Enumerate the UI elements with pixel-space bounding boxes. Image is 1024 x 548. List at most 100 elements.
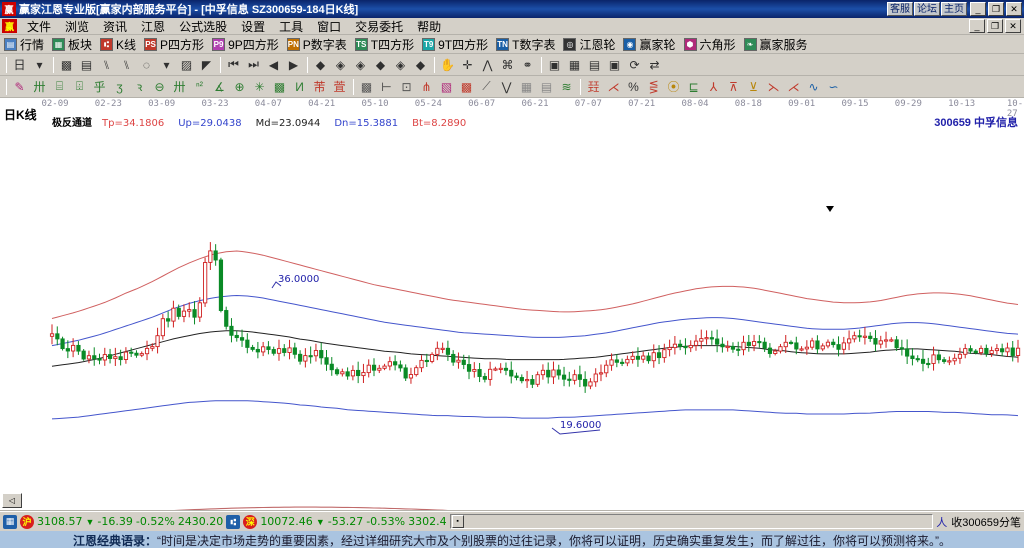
channel-tool-icon[interactable]: ⌸ (55, 79, 64, 93)
last-page-icon[interactable]: ⏭ (248, 57, 259, 71)
diamond-2-icon[interactable]: ◈ (335, 57, 346, 72)
toolbar-button-ps-square[interactable]: PS P四方形 (144, 36, 204, 53)
menu-item-formula-screen[interactable]: 公式选股 (179, 19, 228, 34)
table-icon[interactable]: ▤ (540, 79, 553, 94)
status-scrollbar-thumb[interactable]: ▪ (451, 515, 464, 528)
square-n2-icon[interactable]: ⁿ² (196, 81, 203, 92)
toolbar-button-gann-wheel[interactable]: ◎ 江恩轮 (563, 36, 615, 53)
zigzag-tool-icon[interactable]: ⋀ (482, 57, 493, 72)
expand-icon[interactable]: ⊼ (729, 79, 738, 94)
lines-icon[interactable]: ≋ (561, 79, 572, 94)
diamond-4-icon[interactable]: ◆ (375, 57, 386, 72)
wave-tool-icon[interactable]: И (295, 79, 304, 94)
candle-style-icon[interactable]: ◌ (142, 57, 151, 72)
pen-tool-icon[interactable]: ✎ (14, 79, 25, 94)
grid4-icon[interactable]: ▦ (520, 79, 533, 94)
split-icon[interactable]: ⋋ (767, 79, 780, 94)
wave-line-icon[interactable]: ∿ (808, 79, 819, 94)
list-icon[interactable]: ▤ (588, 57, 601, 72)
merge-icon[interactable]: ⋌ (787, 79, 800, 94)
next-icon[interactable]: ▶ (288, 57, 299, 72)
grid2-icon[interactable]: 卅 (173, 80, 186, 94)
diamond-6-icon[interactable]: ◆ (415, 57, 426, 72)
chart-scroll-left-button[interactable]: ◁ (2, 493, 22, 508)
zigzag2-icon[interactable]: ⋁ (501, 79, 512, 94)
gann-fan-icon[interactable]: ⌘ (501, 57, 514, 72)
status-scrollbar[interactable]: ▪ (449, 514, 934, 529)
calendar-icon[interactable]: ▣ (548, 57, 561, 72)
cycle-tool-icon[interactable]: ⚭ (522, 57, 533, 72)
save-icon[interactable]: ▣ (608, 57, 621, 72)
indicator-b-icon[interactable]: ⑊ (122, 57, 131, 72)
day-period-icon[interactable]: 日 (13, 58, 26, 72)
chart-small-icon[interactable]: ⑆ (226, 514, 241, 529)
hline-tool-icon[interactable]: ⊢ (381, 79, 392, 94)
crosshair-toggle-icon[interactable]: ▩ (60, 57, 73, 72)
fork-tool-icon[interactable]: 乎 (93, 80, 106, 94)
menu-item-settings[interactable]: 设置 (241, 19, 266, 34)
red-tool-2-icon[interactable]: 萓 (333, 80, 346, 94)
menu-item-gann[interactable]: 江恩 (141, 19, 166, 34)
forum-link[interactable]: 论坛 (914, 2, 940, 16)
customer-service-link[interactable]: 客服 (887, 2, 913, 16)
crosshair-tool-icon[interactable]: ✛ (462, 57, 473, 72)
toolbar-button-pn-table[interactable]: PN P数字表 (286, 36, 347, 53)
level-icon[interactable]: ⊑ (688, 79, 699, 94)
spiral-tool-icon[interactable]: ʒ (116, 79, 123, 94)
diamond-5-icon[interactable]: ◈ (395, 57, 406, 72)
toolbar-button-sector[interactable]: ▦ 板块 (52, 36, 92, 53)
percent-icon[interactable]: % (628, 79, 639, 94)
menu-item-help[interactable]: 帮助 (417, 19, 442, 34)
angle-tool-icon[interactable]: ∡ (214, 79, 225, 94)
ellipse-tool-icon[interactable]: ⊖ (154, 79, 165, 94)
indicator-a-icon[interactable]: ⑊ (102, 57, 111, 72)
matrix-tool-icon[interactable]: ▩ (273, 79, 286, 94)
menu-item-file[interactable]: 文件 (27, 19, 52, 34)
arc-tool-icon[interactable]: ꝛ (136, 80, 143, 94)
toolbar-button-hexagon[interactable]: ⬢ 六角形 (683, 36, 736, 53)
fib-icon[interactable]: ⋌ (607, 79, 620, 94)
menu-item-news[interactable]: 资讯 (103, 19, 128, 34)
retrace-icon[interactable]: ⋚ (648, 79, 659, 94)
compare-icon[interactable]: ◤ (201, 57, 212, 72)
overlay-icon[interactable]: ▨ (180, 57, 193, 72)
market-grid-icon[interactable]: ▦ (3, 514, 17, 529)
first-page-icon[interactable]: ⏮ (228, 57, 239, 71)
menu-item-browse[interactable]: 浏览 (65, 19, 90, 34)
box-tool-icon[interactable]: ⊡ (401, 79, 412, 94)
curve-icon[interactable]: ∽ (828, 79, 839, 94)
network-icon[interactable]: ⇄ (649, 57, 660, 72)
menu-item-tools[interactable]: 工具 (279, 19, 304, 34)
kline-chart-svg[interactable] (0, 98, 1024, 511)
style-dropdown-icon[interactable]: ▾ (163, 57, 170, 72)
diamond-1-icon[interactable]: ◆ (315, 57, 326, 72)
magnet-icon[interactable]: ▧ (440, 79, 453, 94)
diamond-3-icon[interactable]: ◈ (355, 57, 366, 72)
stats-icon[interactable]: 㠭 (587, 80, 600, 94)
chart-canvas[interactable]: 日K线 02-09 02-23 03-09 03-23 04-07 04-21 05-10 0… (0, 98, 1024, 511)
toolbar-button-quote[interactable]: ▤ 行情 (4, 36, 44, 53)
text-tool-icon[interactable]: ⅄ (709, 79, 718, 94)
period-dropdown-icon[interactable]: ▾ (36, 57, 43, 72)
grid-lines-icon[interactable]: 卅 (33, 80, 46, 94)
hand-tool-icon[interactable]: ✋ (440, 57, 455, 72)
mdi-restore-button[interactable]: ❐ (987, 19, 1003, 33)
pattern-icon[interactable]: ▩ (460, 79, 473, 94)
refresh-icon[interactable]: ⟳ (629, 57, 640, 72)
screen-icon[interactable]: ▦ (568, 57, 581, 72)
toolbar-button-ts-square[interactable]: TS T四方形 (354, 36, 414, 53)
rays-tool-icon[interactable]: ⋔ (421, 79, 432, 94)
maximize-button[interactable]: ❐ (988, 2, 1004, 16)
target-tool-icon[interactable]: ⊕ (234, 79, 245, 94)
menu-item-window[interactable]: 窗口 (317, 19, 342, 34)
report-icon[interactable]: ▤ (80, 57, 93, 72)
close-button[interactable]: ✕ (1006, 2, 1022, 16)
mdi-minimize-button[interactable]: _ (969, 19, 985, 33)
star-tool-icon[interactable]: ✳ (254, 79, 265, 94)
grid3-icon[interactable]: ▩ (360, 79, 373, 94)
toolbar-button-kline[interactable]: ⑆ K线 (100, 36, 136, 53)
menu-item-trade[interactable]: 交易委托 (355, 19, 404, 34)
gold-ratio-icon[interactable]: ⦿ (667, 80, 680, 94)
trend-down-icon[interactable]: ⟋ (482, 79, 491, 93)
fan-tool-icon[interactable]: ⌹ (75, 79, 84, 93)
